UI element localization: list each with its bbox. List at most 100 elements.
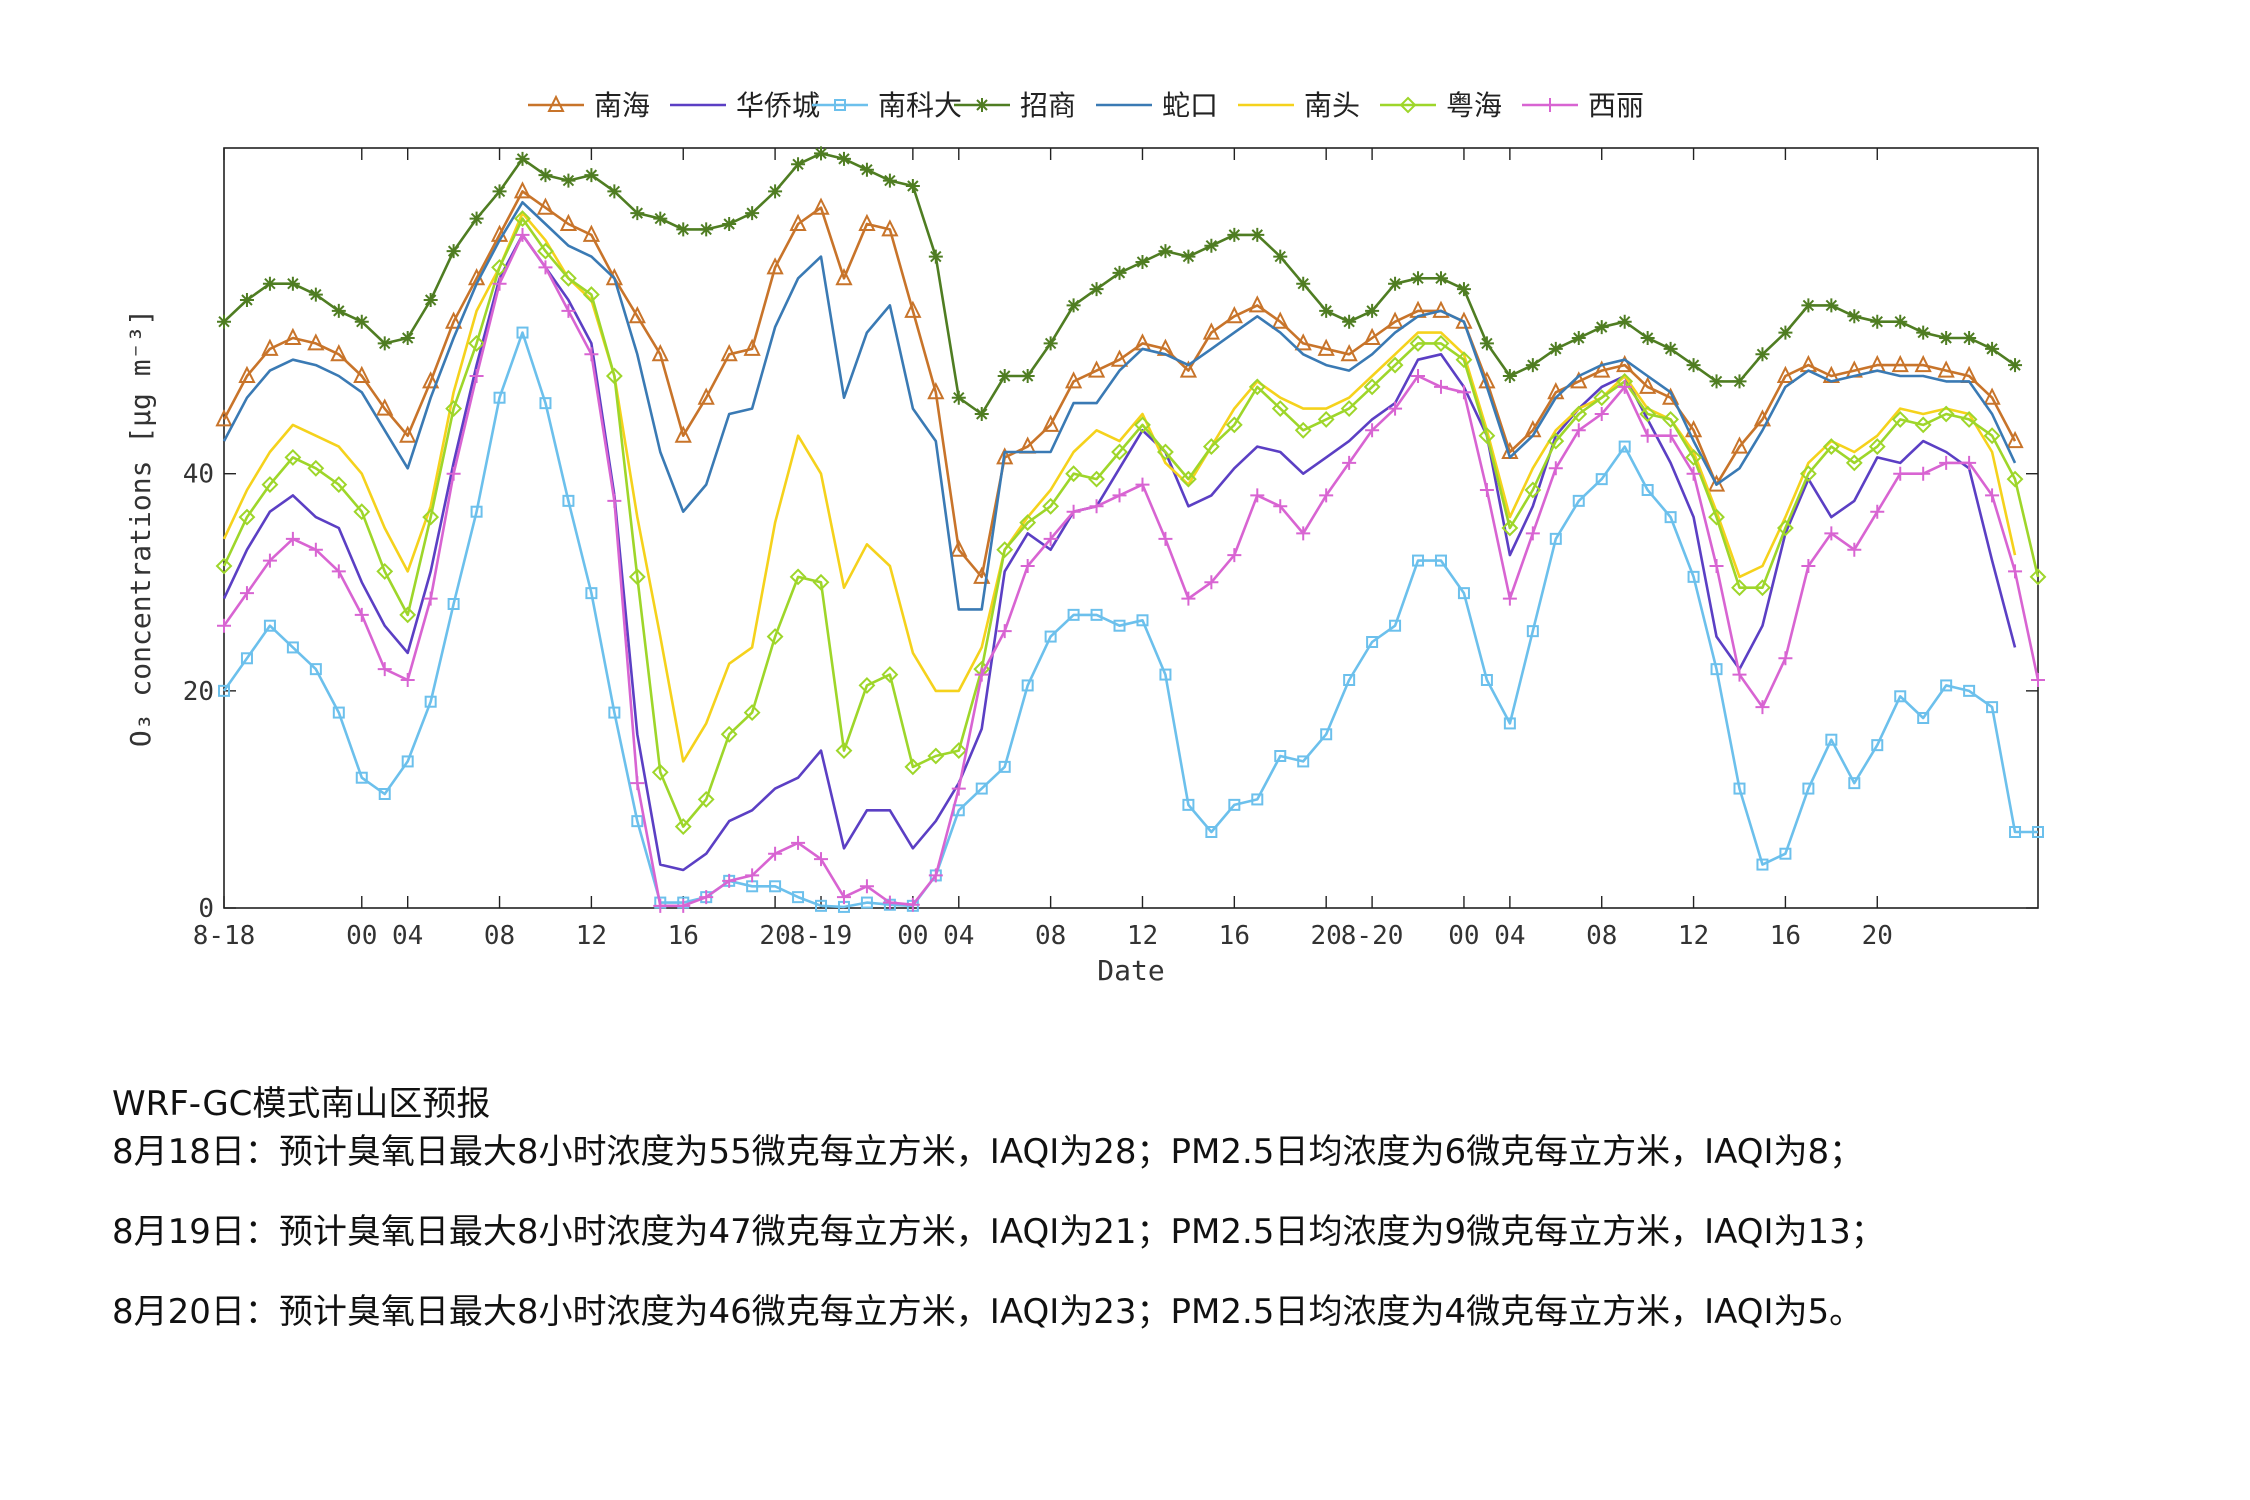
data-point xyxy=(307,333,325,351)
data-point xyxy=(2031,673,2045,687)
data-point xyxy=(1157,443,1174,461)
data-point xyxy=(835,268,853,286)
data-point xyxy=(1825,733,1838,746)
data-point xyxy=(1962,455,1977,470)
data-point xyxy=(651,344,669,362)
data-point xyxy=(1182,798,1195,811)
data-point xyxy=(1433,271,1448,286)
x-tick-label: 12 xyxy=(576,921,607,951)
data-point xyxy=(1248,295,1266,313)
data-point xyxy=(1388,401,1403,416)
data-point xyxy=(1983,427,2001,445)
series-7 xyxy=(217,227,2045,913)
data-point xyxy=(240,652,253,665)
data-point xyxy=(1802,782,1815,795)
data-point xyxy=(445,311,463,329)
data-point xyxy=(331,303,346,318)
data-point xyxy=(904,300,922,318)
data-point xyxy=(1779,847,1792,860)
data-point xyxy=(1088,470,1105,488)
data-point xyxy=(1478,427,1496,445)
data-point xyxy=(605,268,623,286)
data-point xyxy=(285,531,300,546)
data-point xyxy=(1228,798,1241,811)
data-point xyxy=(1937,360,1955,378)
data-point xyxy=(1455,351,1473,369)
series-line xyxy=(222,190,2017,579)
data-point xyxy=(1847,309,1862,324)
data-point xyxy=(308,287,323,302)
data-point xyxy=(1225,416,1243,434)
data-point xyxy=(1985,488,2000,503)
x-tick-label: 16 xyxy=(1219,921,1250,951)
data-point xyxy=(1663,341,1678,356)
data-point xyxy=(768,846,783,861)
data-point xyxy=(720,344,738,362)
data-point xyxy=(1204,575,1219,590)
data-point xyxy=(354,314,369,329)
data-point xyxy=(538,168,553,183)
data-point xyxy=(1158,244,1173,259)
data-point xyxy=(423,293,438,307)
data-point xyxy=(1181,249,1196,264)
data-point xyxy=(951,781,966,796)
data-point xyxy=(743,704,761,721)
data-point xyxy=(1502,369,1517,383)
data-point xyxy=(1940,679,1953,692)
data-point xyxy=(1342,314,1357,329)
data-point xyxy=(1363,327,1381,345)
data-point xyxy=(1870,314,1885,329)
data-point xyxy=(1343,674,1356,686)
data-point xyxy=(1042,414,1060,432)
data-point xyxy=(492,276,507,291)
data-point xyxy=(1089,499,1104,514)
data-point xyxy=(399,606,417,624)
x-tick-label: 20 xyxy=(759,921,790,951)
data-point xyxy=(1616,354,1634,373)
legend-swatch-marker xyxy=(1399,96,1417,114)
legend-swatch-marker xyxy=(1543,98,1557,112)
data-point xyxy=(674,425,692,443)
data-point xyxy=(1273,249,1288,264)
plot-frame xyxy=(223,147,2039,909)
data-point xyxy=(217,314,231,329)
data-point xyxy=(1411,369,1426,383)
data-point xyxy=(1754,579,1771,597)
data-point xyxy=(1983,387,2001,405)
data-point xyxy=(1687,570,1700,583)
data-point xyxy=(284,327,302,345)
data-point xyxy=(2006,470,2024,488)
data-point xyxy=(1937,405,1955,423)
data-point xyxy=(1917,712,1930,724)
data-point xyxy=(1319,303,1334,318)
data-point xyxy=(561,303,576,318)
data-point xyxy=(1891,411,1909,428)
series-line xyxy=(222,331,2038,909)
data-point xyxy=(2032,826,2044,838)
data-point xyxy=(927,747,945,765)
data-point xyxy=(538,260,553,275)
series-5 xyxy=(222,211,2017,763)
data-point xyxy=(1824,298,1839,313)
legend-swatch-marker xyxy=(834,99,846,111)
data-point xyxy=(1409,335,1427,352)
data-point xyxy=(1894,690,1907,703)
data-point xyxy=(928,249,943,264)
data-point xyxy=(400,673,415,687)
data-point xyxy=(1020,559,1035,573)
data-point xyxy=(1778,325,1793,340)
data-point xyxy=(1066,504,1081,519)
data-point xyxy=(1732,374,1747,389)
data-point xyxy=(1549,532,1562,545)
data-point xyxy=(1202,438,1220,455)
data-point xyxy=(1639,376,1657,394)
data-point xyxy=(1525,358,1540,373)
series-line xyxy=(222,233,2017,872)
forecast-line-aug18: 8月18日：预计臭氧日最大8小时浓度为55微克每立方米，IAQI为28；PM2.… xyxy=(112,1132,1864,1172)
data-point xyxy=(354,607,369,622)
data-point xyxy=(1684,420,1703,438)
data-point xyxy=(745,206,760,221)
x-axis-label: Date xyxy=(1097,954,1164,987)
data-point xyxy=(699,890,714,905)
